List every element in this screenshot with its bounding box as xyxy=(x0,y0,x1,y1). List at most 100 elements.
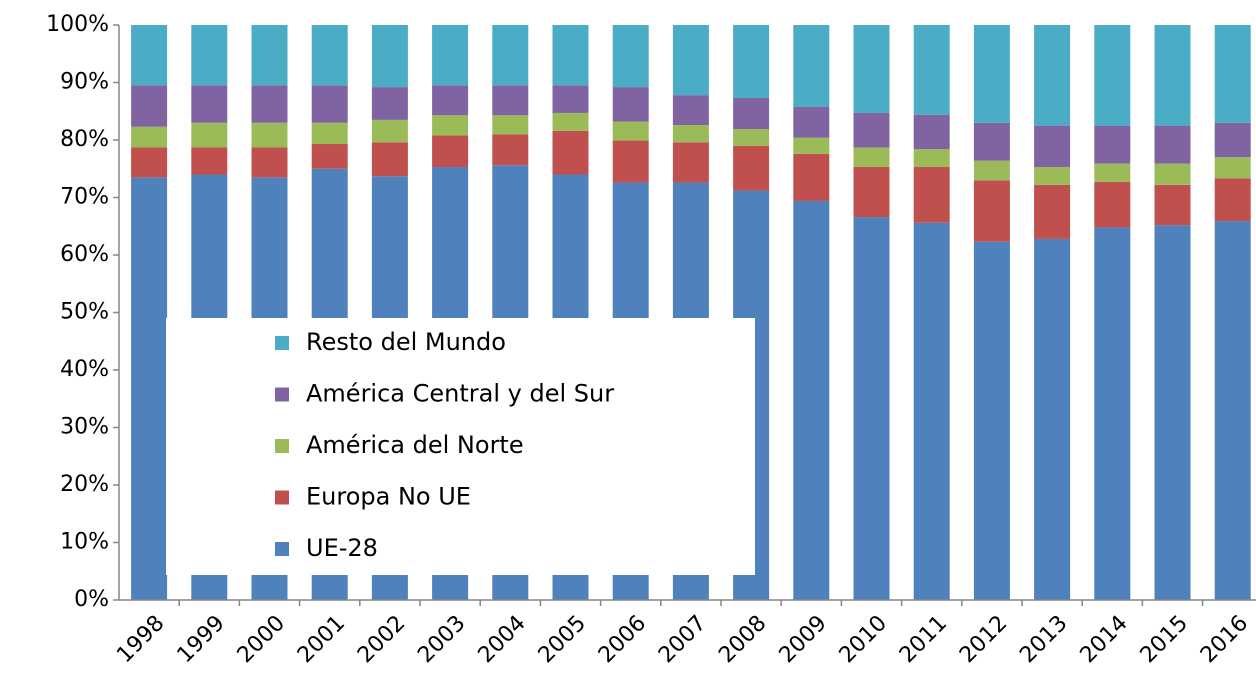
bar xyxy=(552,130,589,175)
bar xyxy=(853,217,890,601)
bar xyxy=(612,87,649,122)
bar xyxy=(1094,227,1131,600)
bar xyxy=(1214,157,1251,179)
bar xyxy=(371,119,408,143)
x-tick-label: 2006 xyxy=(594,611,651,668)
bar xyxy=(432,85,469,116)
bar xyxy=(1154,225,1191,600)
bar xyxy=(793,137,830,154)
legend-label: América Central y del Sur xyxy=(306,380,614,408)
y-tick-label: 10% xyxy=(60,530,109,555)
legend-label: América del Norte xyxy=(306,431,524,459)
bar xyxy=(371,25,408,88)
legend-label: Europa No UE xyxy=(306,483,471,511)
bar xyxy=(311,25,348,86)
bar xyxy=(1214,122,1251,158)
bar xyxy=(311,144,348,169)
bar xyxy=(733,25,770,99)
bar xyxy=(432,135,469,168)
x-tick-label: 2014 xyxy=(1076,611,1133,668)
y-tick-label: 50% xyxy=(60,300,109,325)
bar xyxy=(733,129,770,146)
bar xyxy=(672,142,709,183)
bar xyxy=(1154,25,1191,126)
bar xyxy=(1034,125,1071,168)
bar xyxy=(131,126,168,148)
bar xyxy=(251,147,288,178)
bar xyxy=(1154,125,1191,164)
bar xyxy=(131,147,168,178)
bar xyxy=(1214,221,1251,600)
bar xyxy=(793,106,830,138)
bar xyxy=(672,25,709,96)
bar xyxy=(1154,184,1191,226)
legend-swatch xyxy=(275,439,289,453)
bar xyxy=(853,112,890,148)
x-tick-label: 2005 xyxy=(534,611,591,668)
bar xyxy=(793,200,830,600)
bar xyxy=(552,25,589,86)
bar xyxy=(191,85,228,123)
bar xyxy=(1154,163,1191,185)
bar xyxy=(973,180,1010,242)
bar xyxy=(973,160,1010,181)
bar xyxy=(552,85,589,113)
y-tick-label: 100% xyxy=(46,12,109,37)
legend-label: UE-28 xyxy=(306,534,378,562)
bar xyxy=(371,87,408,120)
y-tick-label: 30% xyxy=(60,415,109,440)
bar xyxy=(913,25,950,115)
bar xyxy=(913,222,950,601)
legend-swatch xyxy=(275,336,289,350)
x-tick-label: 2003 xyxy=(413,611,470,668)
bar xyxy=(371,142,408,177)
legend-swatch xyxy=(275,542,289,556)
legend-swatch xyxy=(275,490,289,505)
y-tick-label: 20% xyxy=(60,472,109,497)
bar xyxy=(432,25,469,86)
bar xyxy=(793,25,830,107)
x-tick-label: 2004 xyxy=(474,611,531,668)
bar xyxy=(191,147,228,175)
bar xyxy=(492,85,529,116)
bar xyxy=(913,149,950,168)
bar xyxy=(793,153,830,201)
bar xyxy=(492,134,529,166)
bar xyxy=(311,122,348,145)
legend-swatch xyxy=(275,387,289,402)
x-tick-label: 2011 xyxy=(895,611,952,668)
bar xyxy=(913,114,950,150)
bar xyxy=(853,167,890,218)
bar xyxy=(1034,167,1071,185)
bar xyxy=(853,25,890,113)
bar xyxy=(853,147,890,168)
bar xyxy=(672,125,709,143)
bar xyxy=(251,122,288,148)
bar xyxy=(1034,238,1071,600)
bar xyxy=(1214,178,1251,222)
legend-label: Resto del Mundo xyxy=(306,328,506,356)
x-tick-label: 2012 xyxy=(955,611,1012,668)
x-tick-label: 1998 xyxy=(112,611,169,668)
bar xyxy=(251,25,288,86)
x-tick-label: 2008 xyxy=(714,611,771,668)
x-tick-label: 2000 xyxy=(233,611,290,668)
bar xyxy=(131,25,168,86)
bar xyxy=(1094,125,1131,164)
bar xyxy=(492,115,529,135)
x-tick-label: 2009 xyxy=(775,611,832,668)
x-tick-label: 2016 xyxy=(1196,611,1253,668)
bar xyxy=(1214,25,1251,123)
bar xyxy=(191,25,228,86)
bar xyxy=(1094,25,1131,126)
bar xyxy=(1034,184,1071,239)
legend: UE-28 Europa No UE América del Norte Améric… xyxy=(166,318,755,575)
bar xyxy=(612,25,649,88)
bar xyxy=(1094,181,1131,228)
y-tick-label: 80% xyxy=(60,127,109,152)
bar xyxy=(733,98,770,130)
x-tick-label: 2010 xyxy=(835,611,892,668)
bar xyxy=(131,177,168,600)
y-tick-label: 0% xyxy=(74,587,109,612)
